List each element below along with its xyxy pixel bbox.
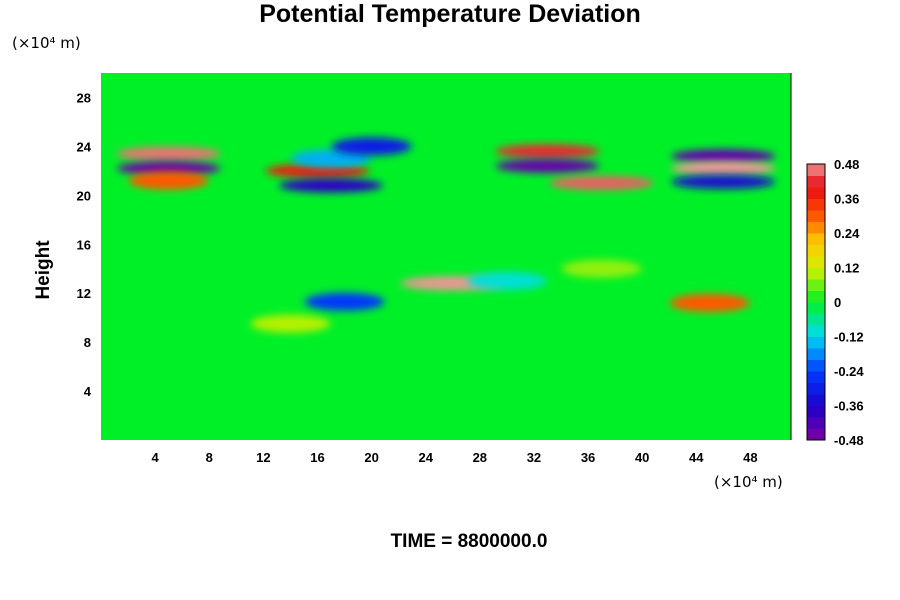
x-tick-label: 8	[206, 450, 213, 465]
anomaly-feature	[671, 174, 776, 189]
colorbar-segment	[807, 290, 825, 303]
x-unit-label: (×10⁴ m)	[714, 473, 783, 491]
colorbar-segment	[807, 164, 825, 176]
colorbar-tick-label: 0.12	[834, 261, 859, 276]
y-tick-label: 24	[77, 139, 92, 154]
colorbar-segment	[807, 348, 825, 360]
colorbar-segment	[807, 210, 825, 222]
x-tick-label: 40	[635, 450, 649, 465]
colorbar-tick-label: -0.24	[834, 364, 864, 379]
anomaly-feature	[116, 146, 221, 161]
colorbar-segment	[807, 417, 825, 429]
anomaly-feature	[331, 137, 412, 156]
x-tick-label: 44	[689, 450, 704, 465]
colorbar-tick-label: 0	[834, 295, 841, 310]
x-tick-label: 24	[418, 450, 433, 465]
x-tick-label: 4	[152, 450, 160, 465]
anomaly-feature	[466, 271, 547, 290]
colorbar-segment	[807, 256, 825, 268]
colorbar-segment	[807, 187, 825, 199]
colorbar-segment	[807, 359, 825, 372]
anomaly-feature	[116, 161, 221, 176]
anomaly-feature	[671, 161, 776, 176]
x-tick-label: 20	[364, 450, 378, 465]
anomaly-feature	[304, 292, 385, 311]
anomaly-feature	[128, 171, 209, 190]
colorbar-ticks: 0.48 0.36 0.24 0.12 0 -0.12 -0.24 -0.36 -0.48	[834, 157, 864, 448]
x-tick-label: 36	[581, 450, 595, 465]
y-tick-label: 4	[84, 384, 92, 399]
x-axis-ticks: 4 8 12 16 20 24 28 32 36 40 44 48	[152, 450, 758, 465]
x-tick-label: 32	[527, 450, 541, 465]
anomaly-feature	[561, 259, 642, 278]
colorbar-segment	[807, 221, 825, 234]
colorbar-segment	[807, 198, 825, 211]
colorbar-tick-label: -0.48	[834, 433, 864, 448]
plot-area	[101, 73, 791, 440]
colorbar-segment	[807, 267, 825, 280]
colorbar-segment	[807, 382, 825, 395]
colorbar-tick-label: -0.36	[834, 399, 864, 414]
y-axis-ticks: 4 8 12 16 20 24 28	[77, 90, 92, 399]
x-tick-label: 48	[743, 450, 757, 465]
x-tick-label: 12	[256, 450, 270, 465]
anomaly-feature	[291, 149, 371, 168]
x-tick-label: 16	[310, 450, 324, 465]
colorbar-segment	[807, 336, 825, 349]
anomaly-feature	[671, 149, 776, 164]
colorbar-tick-label: -0.12	[834, 330, 864, 345]
anomaly-feature	[669, 293, 750, 312]
colorbar-segment	[807, 279, 825, 291]
anomaly-feature	[495, 144, 600, 159]
colorbar-tick-label: 0.36	[834, 192, 859, 207]
colorbar	[806, 163, 826, 441]
colorbar-segment	[807, 325, 825, 337]
colorbar-tick-label: 0.48	[834, 157, 859, 172]
colorbar-segment	[807, 302, 825, 314]
y-tick-label: 20	[77, 188, 91, 203]
y-unit-label: (×10⁴ m)	[12, 34, 81, 52]
anomaly-feature	[549, 176, 654, 191]
colorbar-tick-label: 0.24	[834, 226, 860, 241]
time-footer: TIME = 8800000.0	[390, 531, 548, 552]
colorbar-segment	[807, 175, 825, 188]
y-tick-label: 16	[77, 237, 91, 252]
colorbar-frame	[806, 163, 826, 441]
anomaly-feature	[279, 178, 383, 193]
y-tick-label: 8	[84, 335, 91, 350]
colorbar-segment	[807, 233, 825, 245]
y-tick-label: 28	[77, 90, 91, 105]
x-tick-label: 28	[473, 450, 487, 465]
y-tick-label: 12	[77, 286, 91, 301]
colorbar-segment	[807, 405, 825, 418]
chart-title: Potential Temperature Deviation	[259, 0, 641, 28]
anomaly-feature	[495, 158, 600, 173]
anomaly-layer	[116, 137, 776, 333]
colorbar-segment	[807, 244, 825, 257]
colorbar-segment	[807, 428, 825, 441]
anomaly-feature	[250, 314, 331, 333]
colorbar-segment	[807, 394, 825, 406]
colorbar-segment	[807, 371, 825, 383]
colorbar-segment	[807, 313, 825, 326]
anomaly-feature	[265, 163, 370, 178]
